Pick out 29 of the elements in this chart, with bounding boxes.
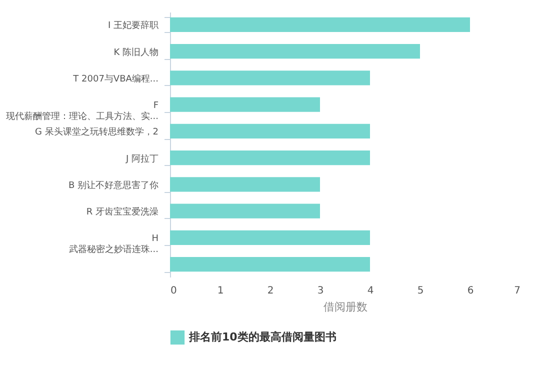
y-tick-label: G 呆头课堂之玩转思维数学，2 [34,126,158,138]
bar [170,150,370,166]
x-tick-label: 3 [317,286,324,296]
legend-label: 排名前10类的最高借阅量图书 [188,330,336,344]
x-tick-label: 4 [367,286,374,296]
bar [170,204,320,218]
y-tick-label: F 现代薪酬管理：理论、工具方法、实... [6,101,158,122]
x-tick-label: 7 [514,286,520,296]
y-tick-label: J 阿拉丁 [124,153,158,164]
y-tick-label: K 陈旧人物 [114,46,158,58]
bar [170,44,420,59]
x-tick-label: 2 [267,286,274,296]
bar [170,177,320,192]
x-axis-title: 借阅册数 [324,300,368,314]
y-tick-label: H 武器秘密之妙语连珠... [68,234,158,256]
bar [170,70,370,86]
y-tick-label: B 别让不好意思害了你 [68,180,158,191]
y-tick-label: T 2007与VBA编程... [72,73,158,84]
x-tick-label: 5 [417,286,424,296]
y-tick-label: R 牙齿宝宝爱洗澡 [86,206,158,218]
y-tick-label: I 王妃要辞职 [108,20,158,32]
x-tick-label: 6 [467,286,474,296]
bar [170,97,320,112]
bar [170,257,370,272]
x-tick-label: 1 [217,286,224,296]
bar [170,17,470,32]
bar [170,124,370,139]
x-tick-label: 0 [170,286,177,296]
bar [170,230,370,246]
